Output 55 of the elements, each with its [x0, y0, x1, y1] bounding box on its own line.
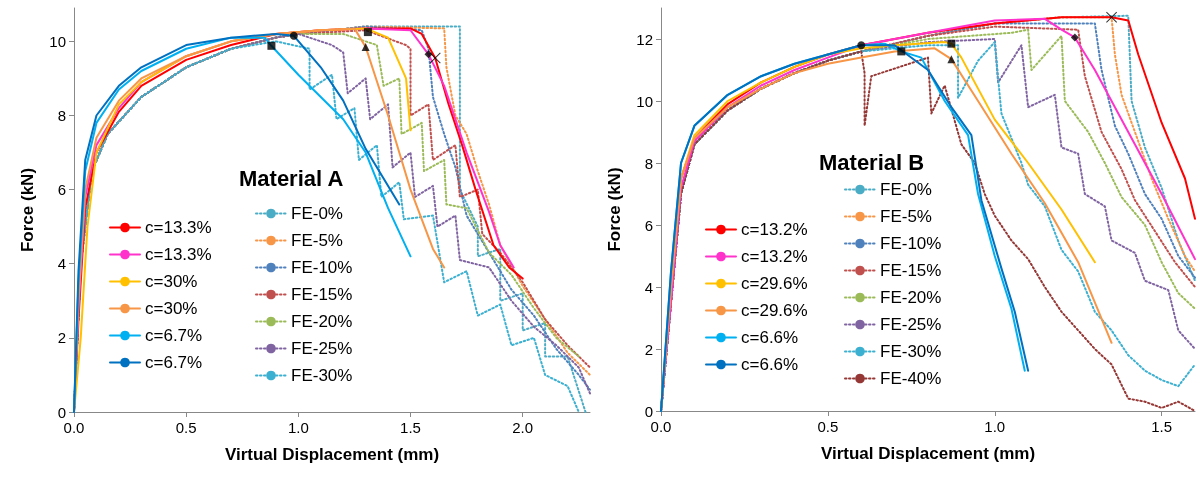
- legend-label: FE-5%: [880, 207, 932, 226]
- legend-label: c=13.2%: [741, 247, 808, 266]
- y-tick-label: 8: [57, 106, 66, 124]
- text: Material B: [819, 149, 925, 175]
- x-tick-label: 2.0: [512, 419, 534, 436]
- legend-label: FE-0%: [880, 180, 932, 199]
- x-tick-label: 1.0: [984, 418, 1006, 435]
- legend-label: c=29.6%: [741, 274, 808, 293]
- y-tick-label: 10: [636, 92, 653, 110]
- x-axis-title: Virtual Displacement (mm): [820, 444, 1036, 463]
- x-tick-label: 0.0: [650, 418, 672, 435]
- y-tick-label: 0: [57, 403, 66, 421]
- y-tick-label: 2: [57, 329, 66, 347]
- x-tick-label: 0.0: [63, 419, 85, 436]
- legend-label: FE-15%: [291, 285, 353, 304]
- legend-label: FE-20%: [291, 312, 353, 331]
- legend-label: FE-25%: [291, 339, 353, 358]
- legend-label: c=29.6%: [741, 301, 808, 320]
- y-tick-label: 12: [636, 30, 653, 48]
- y-axis-title: Force (kN): [605, 167, 624, 252]
- y-tick-label: 2: [644, 340, 653, 358]
- legend-label: c=6.6%: [741, 355, 799, 374]
- x-axis-title: Virtual Displacement (mm): [224, 445, 440, 464]
- y-tick-label: 6: [644, 216, 653, 234]
- y-axis-title: Force (kN): [18, 167, 37, 253]
- legend-label: c=13.2%: [741, 220, 808, 239]
- legend-label: FE-30%: [291, 366, 353, 385]
- legend-label: c=6.7%: [145, 353, 203, 372]
- x-tick-label: 0.5: [175, 419, 197, 436]
- legend-label: FE-10%: [291, 258, 353, 277]
- legend-label: c=13.3%: [145, 245, 212, 264]
- legend-label: FE-30%: [880, 342, 942, 361]
- legend-label: c=13.3%: [145, 218, 212, 237]
- x-tick-label: 1.5: [400, 419, 421, 436]
- legend-label: FE-10%: [880, 234, 942, 253]
- x-tick-label: 1.0: [287, 419, 309, 436]
- x-tick-label: 1.5: [1151, 418, 1173, 435]
- legend-label: c=6.6%: [741, 328, 799, 347]
- legend-label: FE-5%: [291, 231, 343, 250]
- legend-label: c=30%: [145, 272, 198, 291]
- y-tick-label: 4: [644, 278, 653, 296]
- legend-label: FE-40%: [880, 369, 942, 388]
- y-tick-label: 4: [57, 255, 66, 273]
- x-tick-label: 0.5: [817, 418, 839, 435]
- y-tick-label: 0: [644, 402, 653, 420]
- y-tick-label: 8: [644, 154, 653, 172]
- legend-label: FE-25%: [880, 315, 942, 334]
- legend-label: FE-0%: [291, 204, 343, 223]
- legend-label: c=30%: [145, 299, 198, 318]
- text: Material A: [239, 165, 344, 191]
- legend-label: FE-15%: [880, 261, 942, 280]
- legend-label: c=6.7%: [145, 326, 203, 345]
- y-tick-label: 10: [49, 32, 66, 50]
- y-tick-label: 6: [57, 181, 66, 199]
- legend-label: FE-20%: [880, 288, 942, 307]
